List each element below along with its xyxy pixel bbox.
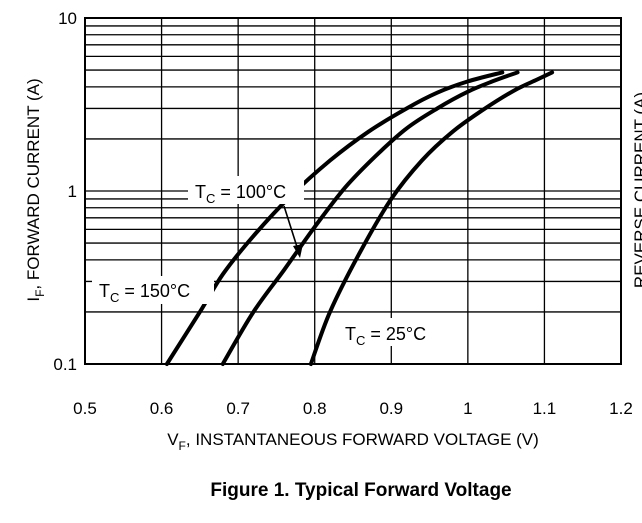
grid <box>84 18 622 365</box>
series-line-150c <box>164 70 505 366</box>
x-tick-label: 0.6 <box>150 399 174 418</box>
label-bg-150c <box>92 276 214 304</box>
right-axis-title-fragment: REVERSE CURRENT (A) <box>631 92 642 288</box>
y-tick-label: 0.1 <box>53 355 77 374</box>
x-tick-label: 0.8 <box>303 399 327 418</box>
x-tick-label: 1.1 <box>533 399 557 418</box>
label-bg-25c <box>338 318 446 346</box>
plot-frame <box>84 17 622 365</box>
figure-caption: Figure 1. Typical Forward Voltage <box>210 480 511 501</box>
series-label-100c: TC = 100°C <box>195 182 286 206</box>
y-axis-title: IF, FORWARD CURRENT (A) <box>24 78 47 301</box>
x-tick-label: 0.5 <box>73 399 97 418</box>
x-axis-title: VF, INSTANTANEOUS FORWARD VOLTAGE (V) <box>167 430 539 453</box>
label-bg-100c <box>188 176 304 204</box>
x-tick-label: 1 <box>463 399 472 418</box>
tick-labels: 0.5 0.6 0.7 0.8 0.9 1 1.1 1.2 0.1 1 10 <box>53 9 632 418</box>
series-line-100c <box>220 70 520 366</box>
series-label-25c: TC = 25°C <box>345 324 426 348</box>
leader-arrowhead-100c <box>293 244 303 258</box>
x-tick-label: 0.7 <box>226 399 250 418</box>
x-tick-label: 1.2 <box>609 399 633 418</box>
leader-line-100c <box>283 205 299 251</box>
y-tick-label: 10 <box>58 9 77 28</box>
x-tick-label: 0.9 <box>379 399 403 418</box>
series-line-25c <box>308 70 555 366</box>
series-label-150c: TC = 150°C <box>99 281 190 305</box>
y-tick-label: 1 <box>68 182 77 201</box>
curves <box>164 70 555 366</box>
